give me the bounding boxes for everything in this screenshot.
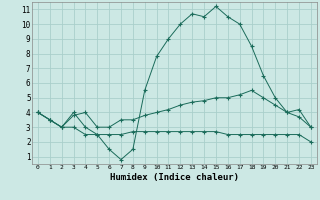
X-axis label: Humidex (Indice chaleur): Humidex (Indice chaleur) (110, 173, 239, 182)
